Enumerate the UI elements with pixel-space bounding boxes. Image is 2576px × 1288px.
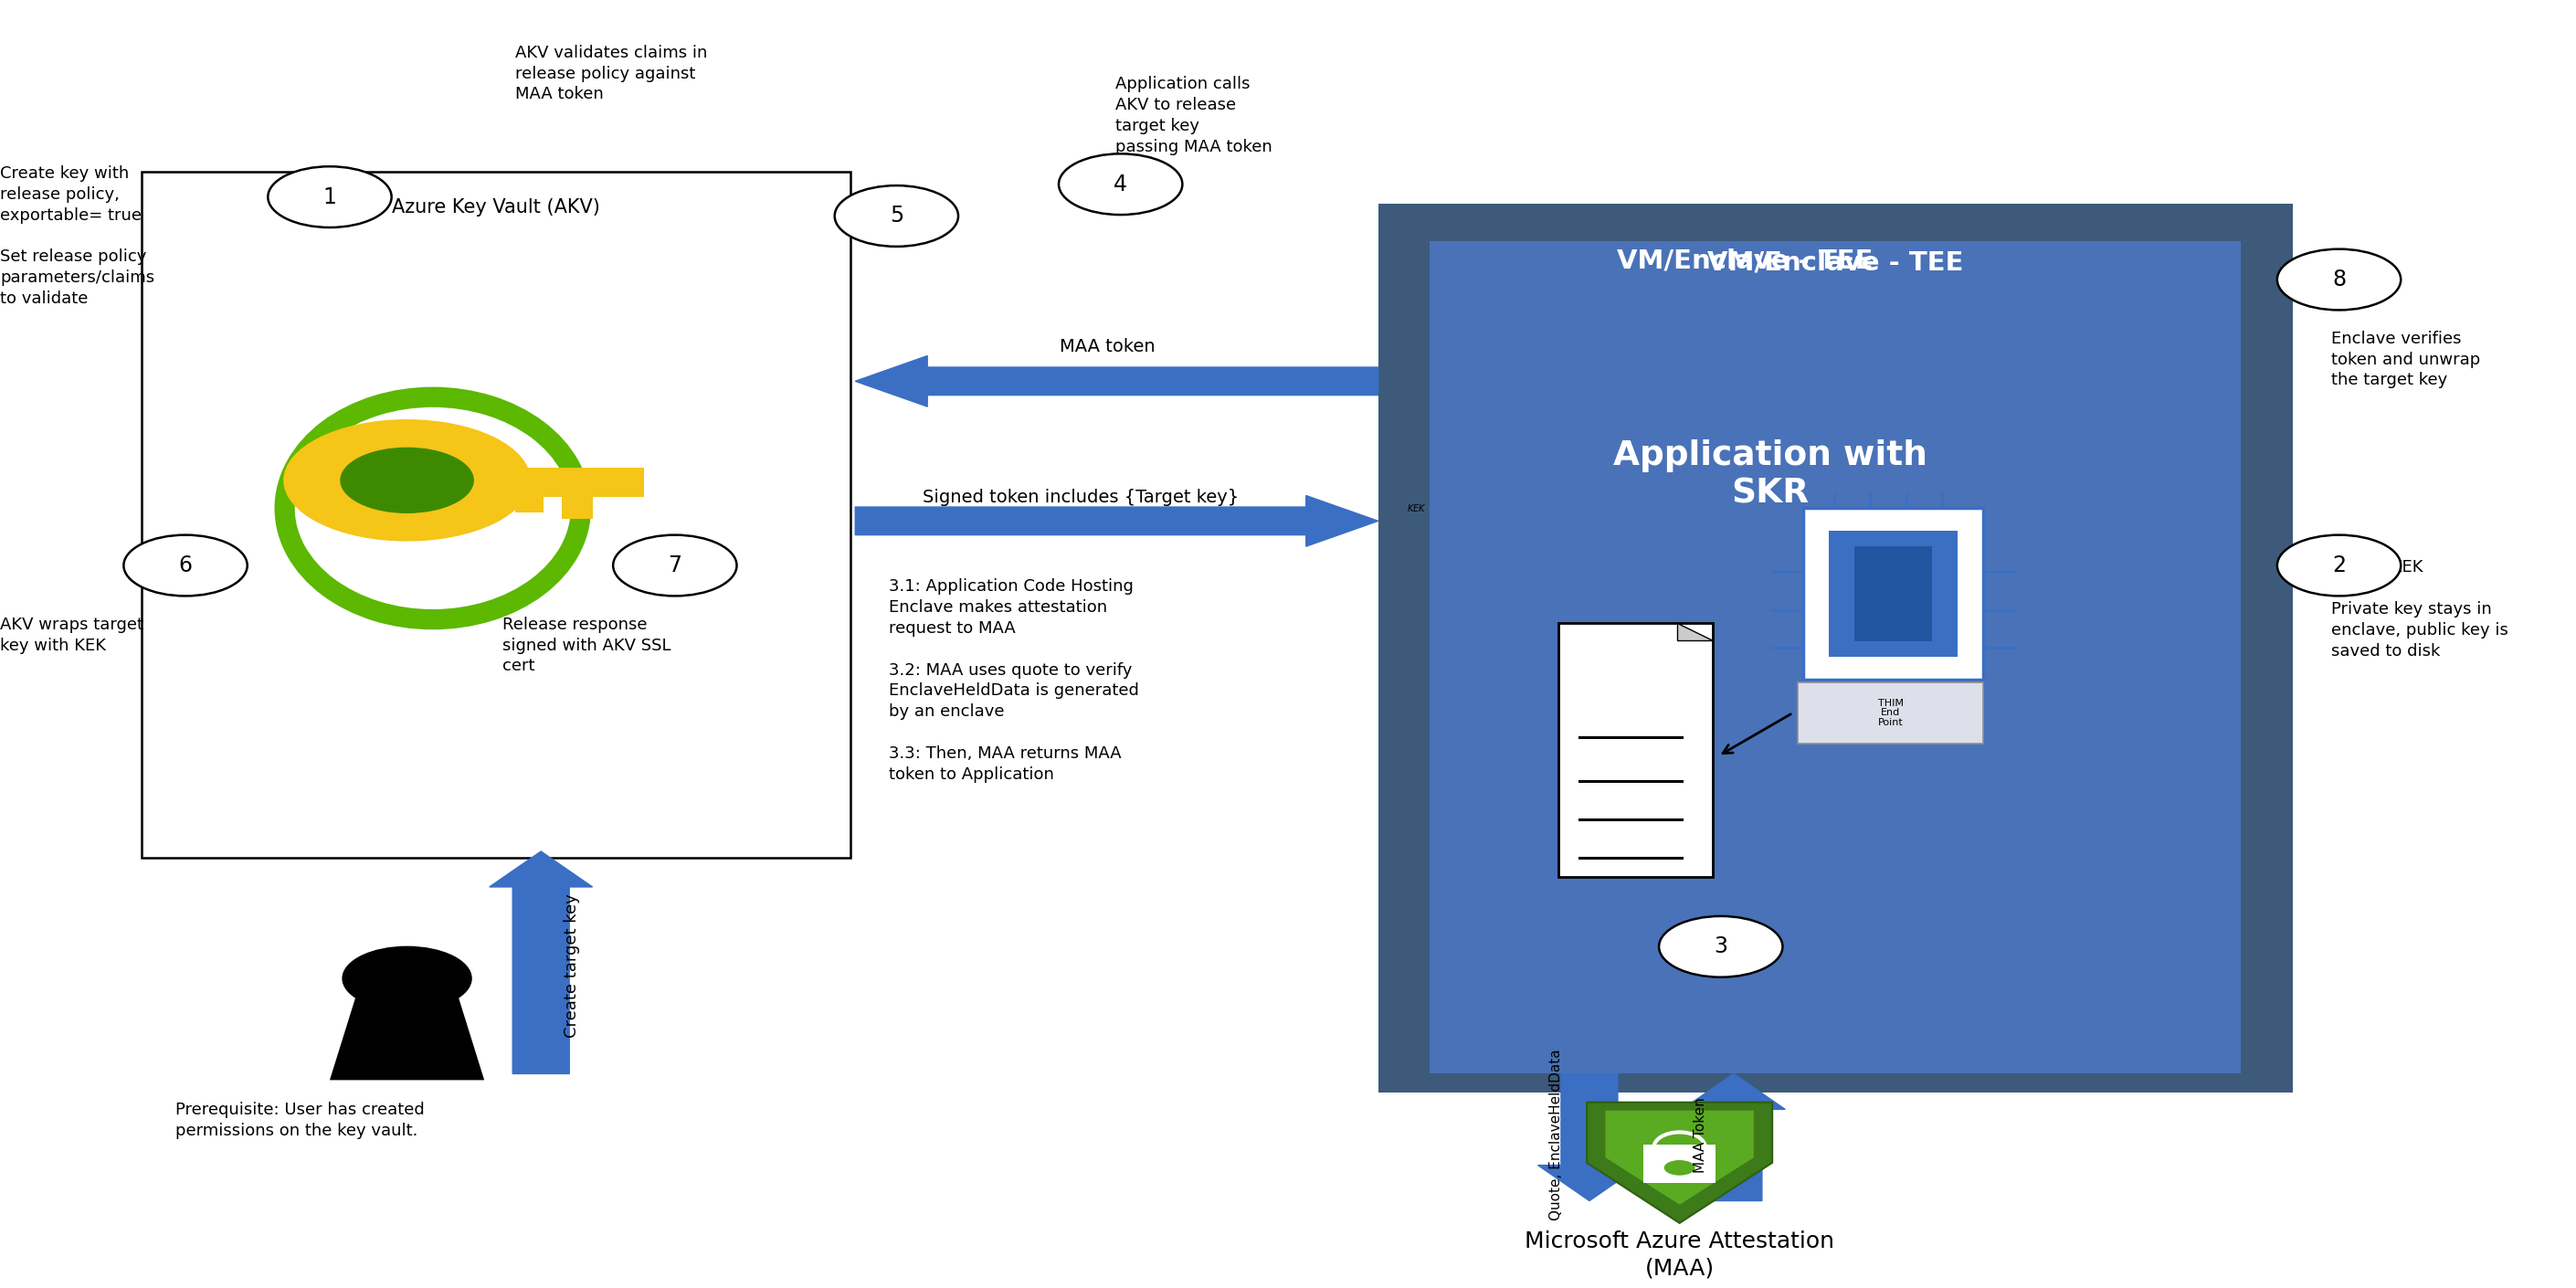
Text: Create key with
release policy,
exportable= true

Set release policy
parameters/: Create key with release policy, exportab… [0, 165, 155, 307]
Text: THIM
End
Point: THIM End Point [1878, 698, 1904, 728]
Text: Application calls
AKV to release
target key
passing MAA token: Application calls AKV to release target … [1115, 76, 1273, 156]
Text: Microsoft Azure Attestation
(MAA): Microsoft Azure Attestation (MAA) [1525, 1230, 1834, 1279]
Text: Application with
SKR: Application with SKR [1613, 439, 1927, 510]
Circle shape [340, 447, 474, 514]
Text: 2: 2 [2331, 555, 2347, 577]
Polygon shape [459, 468, 644, 497]
Circle shape [835, 185, 958, 246]
Text: Create target key: Create target key [564, 894, 580, 1038]
Circle shape [124, 535, 247, 596]
Bar [1829, 531, 1958, 657]
FancyArrow shape [855, 355, 1378, 407]
FancyArrow shape [855, 496, 1378, 546]
Circle shape [283, 420, 531, 541]
Text: 1: 1 [322, 185, 337, 207]
Text: Signed token includes {Target key}: Signed token includes {Target key} [922, 488, 1239, 506]
Bar [1803, 509, 1984, 680]
Circle shape [268, 166, 392, 228]
Text: 3: 3 [1713, 935, 1728, 957]
Text: VM/Enclave - TEE: VM/Enclave - TEE [1618, 247, 1873, 273]
Circle shape [2277, 249, 2401, 310]
Text: 3.1: Application Code Hosting
Enclave makes attestation
request to MAA

3.2: MAA: 3.1: Application Code Hosting Enclave ma… [889, 578, 1139, 783]
Bar [1558, 622, 1713, 877]
Polygon shape [1677, 622, 1713, 640]
Text: AKV wraps target
key with KEK: AKV wraps target key with KEK [0, 616, 144, 653]
Bar [1378, 204, 2293, 1092]
Text: Release response
signed with AKV SSL
cert: Release response signed with AKV SSL cer… [502, 616, 670, 675]
Text: 8: 8 [2331, 269, 2347, 291]
Circle shape [613, 535, 737, 596]
Bar [1643, 1145, 1716, 1182]
Text: $_{KEK}$: $_{KEK}$ [1406, 502, 1427, 515]
FancyArrow shape [489, 851, 592, 1074]
Text: Azure Key Vault (AKV): Azure Key Vault (AKV) [392, 198, 600, 216]
Bar [1798, 683, 1984, 743]
Circle shape [343, 947, 471, 1010]
Text: 6: 6 [178, 555, 193, 577]
Polygon shape [562, 497, 592, 519]
Text: Quote, EnclaveHeldData: Quote, EnclaveHeldData [1548, 1048, 1564, 1221]
Circle shape [1059, 153, 1182, 215]
Circle shape [1664, 1160, 1695, 1176]
FancyArrow shape [1538, 1074, 1641, 1200]
Text: VM/Enclave - TEE: VM/Enclave - TEE [1708, 250, 1963, 276]
Text: 5: 5 [889, 205, 904, 227]
Bar [1430, 241, 2241, 1074]
Bar [142, 171, 850, 858]
Polygon shape [1587, 1103, 1772, 1224]
Text: Prerequisite: User has created
permissions on the key vault.: Prerequisite: User has created permissio… [175, 1101, 425, 1139]
Text: Create KEK

Private key stays in
enclave, public key is
saved to disk: Create KEK Private key stays in enclave,… [2331, 559, 2509, 659]
Text: Enclave verifies
token and unwrap
the target key: Enclave verifies token and unwrap the ta… [2331, 331, 2481, 389]
Polygon shape [515, 497, 544, 513]
FancyArrow shape [1682, 1074, 1785, 1200]
Text: 4: 4 [1113, 174, 1128, 196]
Polygon shape [1605, 1110, 1754, 1204]
Bar [1855, 546, 1932, 641]
Text: MAA token: MAA token [1059, 339, 1157, 355]
Circle shape [1659, 916, 1783, 978]
Text: MAA Token: MAA Token [1692, 1097, 1708, 1172]
Text: 7: 7 [667, 555, 683, 577]
Polygon shape [330, 997, 484, 1081]
Circle shape [2277, 535, 2401, 596]
Text: AKV validates claims in
release policy against
MAA token: AKV validates claims in release policy a… [515, 45, 708, 103]
